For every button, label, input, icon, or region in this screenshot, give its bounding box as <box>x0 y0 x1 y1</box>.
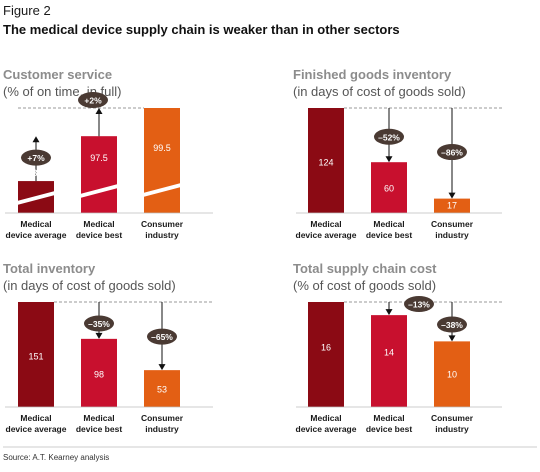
category-label-3-line-1: Consumer <box>141 413 184 423</box>
panel-finished-goods-subtitle: (in days of cost of goods sold) <box>293 84 466 99</box>
category-label-2-line-1: Medical <box>83 413 114 423</box>
bar-1 <box>308 108 344 213</box>
bar-value-label-1: 151 <box>28 352 43 362</box>
panel-supply-chain-cost-title: Total supply chain cost <box>293 261 437 276</box>
gap-arrow-head-2 <box>448 192 456 199</box>
bar-2 <box>81 136 117 213</box>
category-label-2-line-1: Medical <box>83 219 114 229</box>
panel-supply-chain-cost-subtitle: (% of cost of goods sold) <box>293 278 437 293</box>
gap-badge-2 <box>437 316 467 333</box>
gap-arrow-head-2 <box>158 364 166 371</box>
bar-value-label-3: 17 <box>447 201 457 211</box>
bar-value-label-1: 16 <box>321 342 331 352</box>
gap-badge-label-1: –13% <box>408 300 430 310</box>
category-label-3-line-2: industry <box>145 230 179 240</box>
gap-badge-2 <box>78 92 108 108</box>
gap-badge-label-1: –35% <box>88 319 110 329</box>
bar-3 <box>434 341 470 407</box>
bar-value-label-2: 98 <box>94 369 104 379</box>
category-label-1-line-2: device average <box>296 230 357 240</box>
source-note: Source: A.T. Kearney analysis <box>3 453 110 462</box>
bar-value-label-2: 97.5 <box>90 153 108 163</box>
category-label-3-line-2: industry <box>145 424 179 434</box>
gap-badge-label-2: –86% <box>441 148 463 158</box>
category-label-1-line-2: device average <box>6 230 67 240</box>
gap-badge-2 <box>147 328 177 345</box>
category-label-1-line-1: Medical <box>20 413 51 423</box>
gap-badge-label-1: –52% <box>378 132 400 142</box>
bar-3 <box>144 370 180 407</box>
bar-2 <box>371 162 407 213</box>
panel-customer-service-title: Customer service <box>3 67 113 82</box>
gap-arrow-head-1 <box>95 332 103 339</box>
category-label-1-line-1: Medical <box>20 219 51 229</box>
gap-badge-1 <box>404 296 434 312</box>
axis-break-2 <box>80 184 118 198</box>
gap-badge-2 <box>437 144 467 161</box>
figure-title: The medical device supply chain is weake… <box>3 22 400 37</box>
bar-1 <box>18 302 54 407</box>
category-label-2-line-2: device best <box>366 230 412 240</box>
gap-arrow-head-1 <box>32 136 40 143</box>
gap-badge-1 <box>374 128 404 145</box>
bar-3 <box>144 108 180 213</box>
category-label-3-line-1: Consumer <box>141 219 184 229</box>
gap-badge-label-1: +7% <box>27 153 45 163</box>
category-label-2-line-2: device best <box>76 230 122 240</box>
bar-value-label-2: 14 <box>384 348 394 358</box>
bar-value-label-3: 99.5 <box>153 143 171 153</box>
gap-badge-1 <box>84 315 114 332</box>
axis-break-1 <box>17 191 55 205</box>
bar-value-label-1: 93.0 <box>27 168 45 178</box>
category-label-3-line-1: Consumer <box>431 219 474 229</box>
gap-badge-1 <box>21 149 51 166</box>
category-label-1-line-2: device average <box>6 424 67 434</box>
axis-break-3 <box>143 183 181 197</box>
bar-value-label-1: 124 <box>318 158 333 168</box>
category-label-1-line-2: device average <box>296 424 357 434</box>
bar-1 <box>308 302 344 407</box>
category-label-3-line-2: industry <box>435 230 469 240</box>
gap-badge-label-2: –65% <box>151 332 173 342</box>
panel-finished-goods-title: Finished goods inventory <box>293 67 452 82</box>
gap-arrow-head-2 <box>95 108 103 114</box>
gap-arrow-head-1 <box>385 309 393 316</box>
bar-2 <box>81 338 117 407</box>
bar-value-label-3: 10 <box>447 370 457 380</box>
bar-3 <box>434 198 470 213</box>
gap-badge-label-2: +2% <box>84 96 102 106</box>
category-label-3-line-2: industry <box>435 424 469 434</box>
bar-value-label-2: 60 <box>384 184 394 194</box>
bar-value-label-3: 53 <box>157 384 167 394</box>
gap-badge-label-2: –38% <box>441 320 463 330</box>
category-label-2-line-1: Medical <box>373 219 404 229</box>
panel-total-inventory-subtitle: (in days of cost of goods sold) <box>3 278 176 293</box>
category-label-1-line-1: Medical <box>310 219 341 229</box>
gap-arrow-head-2 <box>448 335 456 342</box>
figure-label: Figure 2 <box>3 3 51 18</box>
gap-arrow-head-1 <box>385 156 393 163</box>
category-label-3-line-1: Consumer <box>431 413 474 423</box>
bar-2 <box>371 315 407 407</box>
category-label-2-line-2: device best <box>76 424 122 434</box>
category-label-2-line-1: Medical <box>373 413 404 423</box>
category-label-2-line-2: device best <box>366 424 412 434</box>
category-label-1-line-1: Medical <box>310 413 341 423</box>
panel-total-inventory-title: Total inventory <box>3 261 96 276</box>
